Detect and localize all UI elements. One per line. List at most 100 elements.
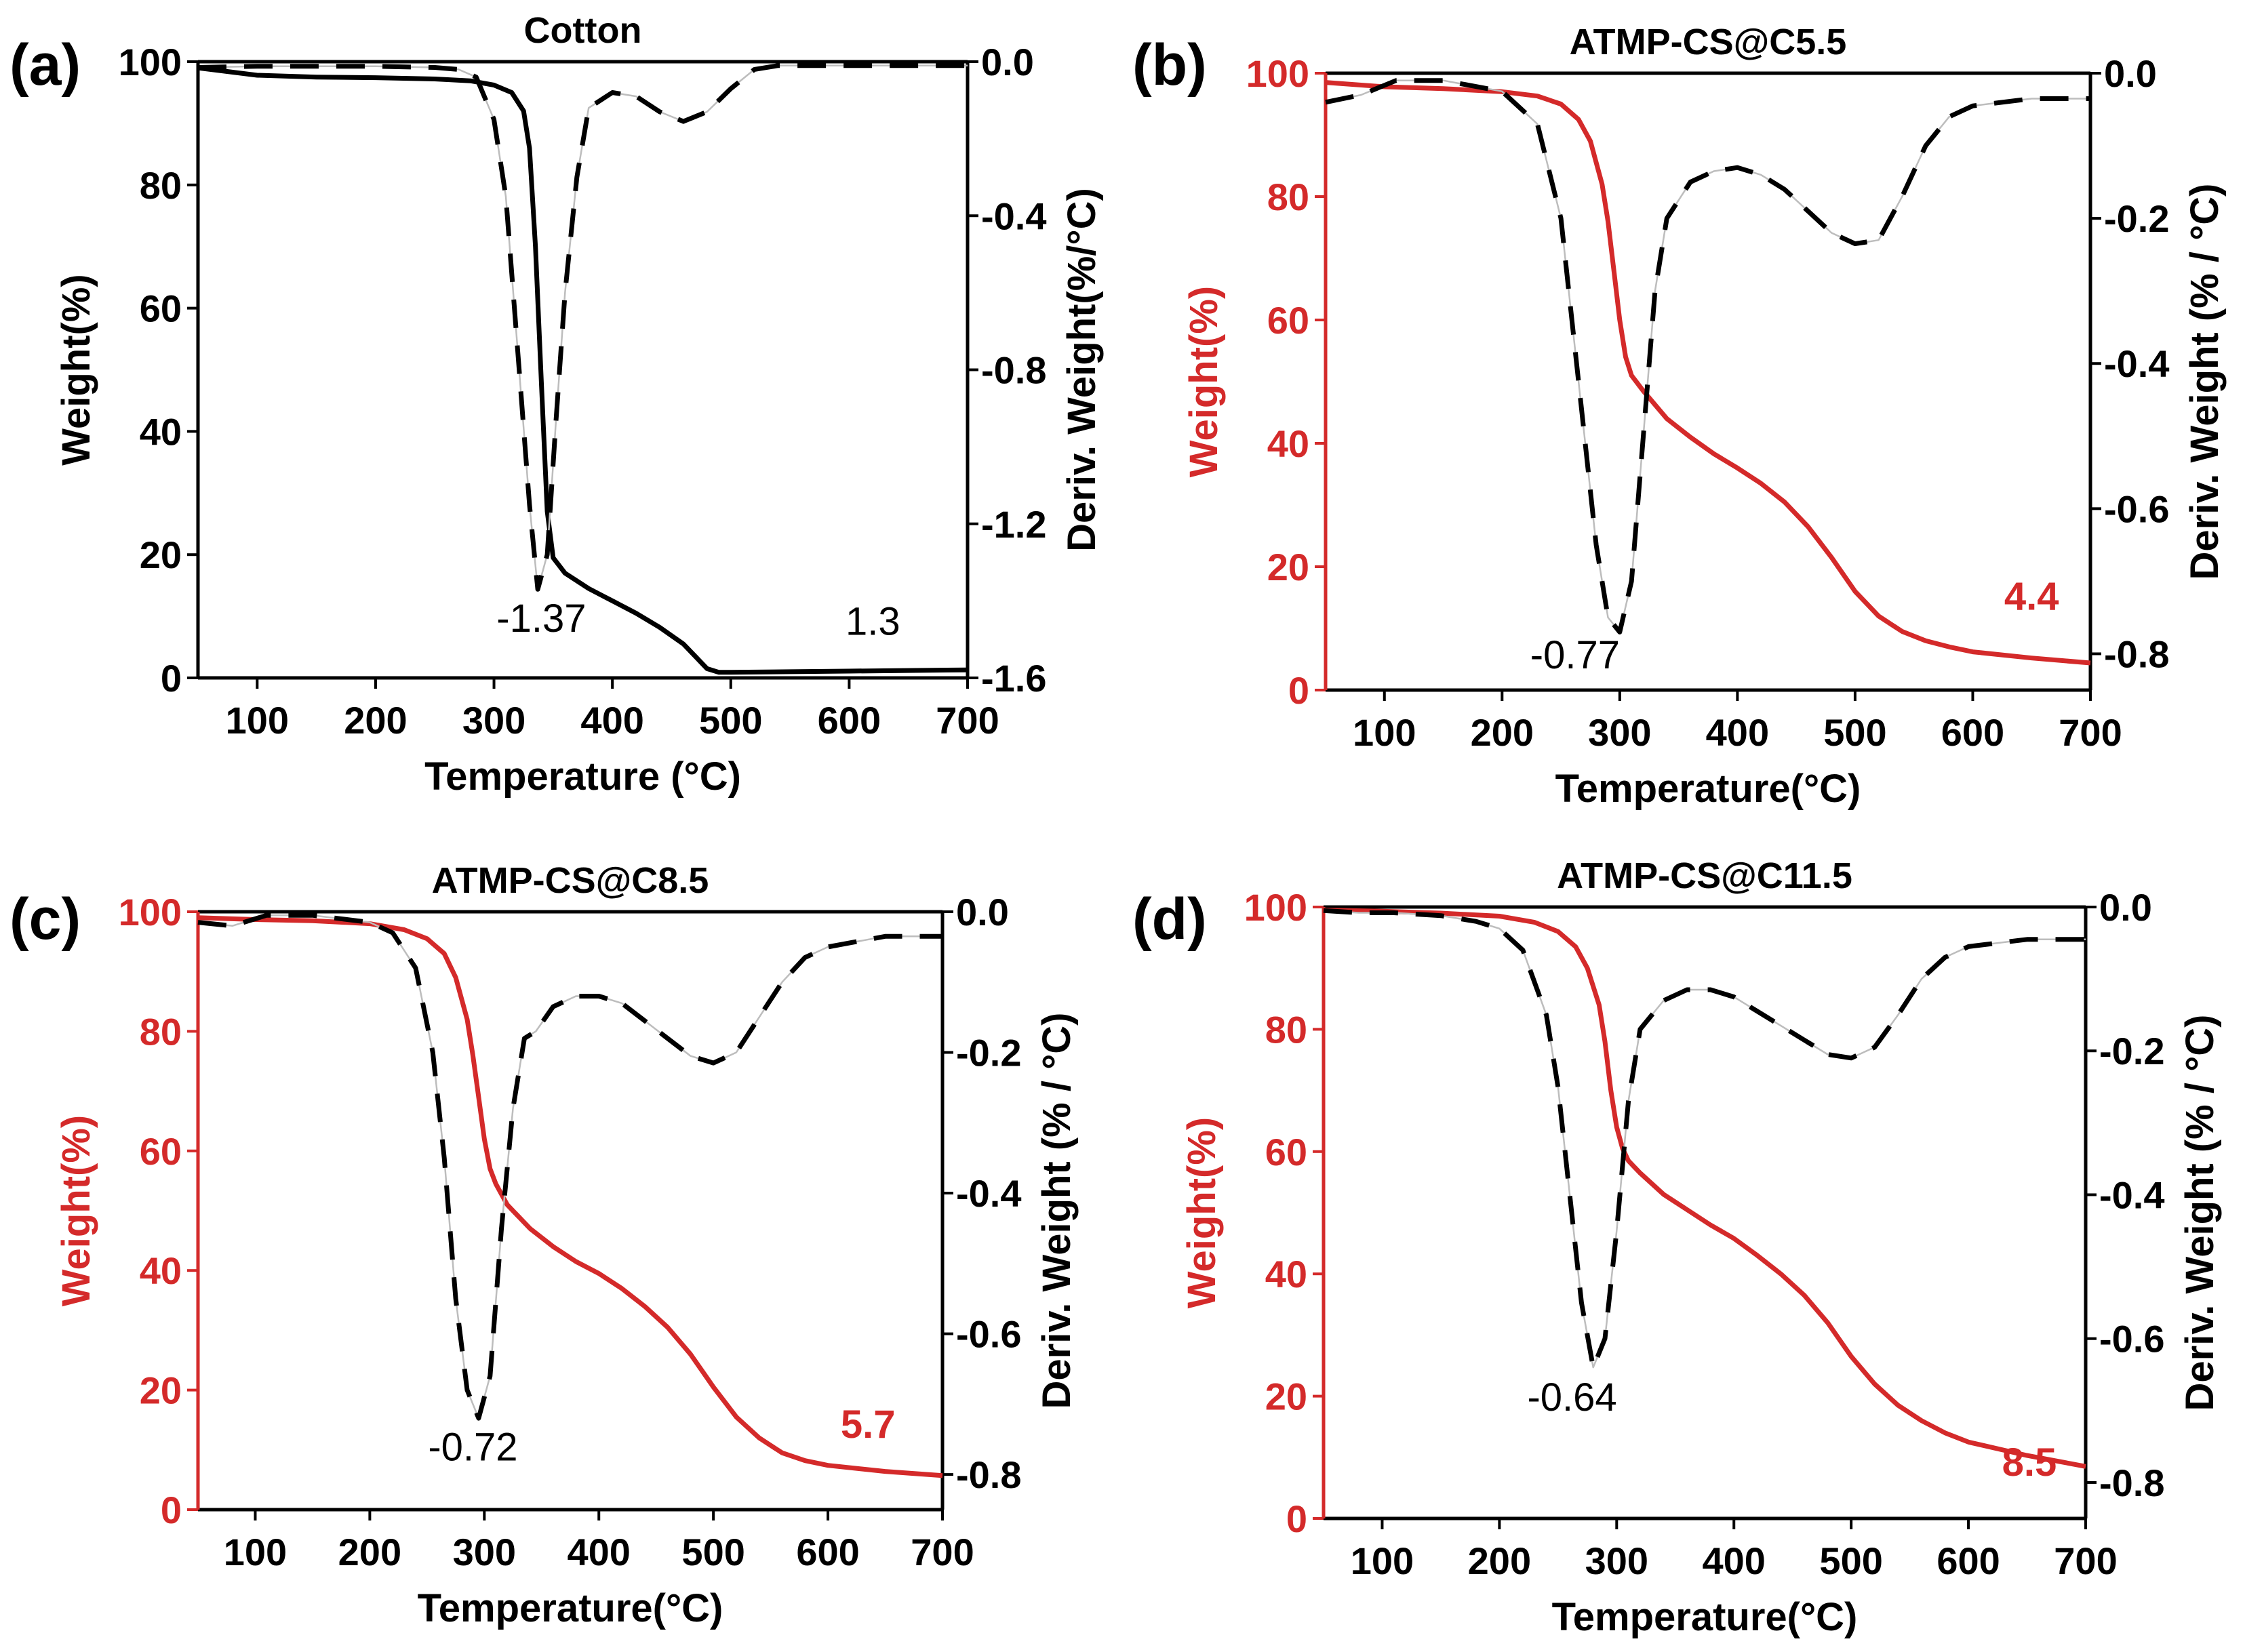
y2-axis-title: Deriv. Weight (% / °C) bbox=[1035, 1013, 1079, 1409]
dtg-guide-line bbox=[1325, 79, 2090, 633]
x-tick-label: 200 bbox=[338, 1531, 401, 1573]
y-tick-label: 60 bbox=[140, 287, 182, 330]
y-tick-label: 20 bbox=[140, 533, 182, 576]
y2-tick-label: -0.4 bbox=[2104, 342, 2170, 385]
y2-tick-label: -0.4 bbox=[981, 195, 1047, 237]
y-tick-label: 100 bbox=[1244, 886, 1307, 929]
x-tick-label: 500 bbox=[681, 1531, 744, 1573]
chart-title: ATMP-CS@C5.5 bbox=[1570, 22, 1847, 62]
y-tick-label: 40 bbox=[140, 1249, 182, 1292]
y-tick-label: 100 bbox=[1246, 52, 1309, 95]
x-tick-label: 700 bbox=[936, 699, 999, 742]
y2-axis-title: Deriv. Weight(%/°C) bbox=[1060, 188, 1104, 552]
x-tick-label: 100 bbox=[224, 1531, 287, 1573]
x-axis-title: Temperature(°C) bbox=[1552, 1595, 1858, 1639]
y-tick-label: 60 bbox=[1267, 299, 1309, 342]
y-axis-title: Weight(%) bbox=[1180, 1117, 1224, 1308]
y-tick-label: 80 bbox=[1267, 176, 1309, 218]
y2-tick-label: -0.2 bbox=[2099, 1030, 2165, 1072]
x-axis-title: Temperature(°C) bbox=[1555, 767, 1861, 811]
x-tick-label: 700 bbox=[911, 1531, 974, 1573]
y-tick-label: 20 bbox=[140, 1369, 182, 1412]
panel-label: (a) bbox=[9, 33, 81, 98]
panel-4: (d) ATMP-CS@C11.5 100 200 300 400 500 600 700 0 20… bbox=[1132, 855, 2222, 1639]
dtg-series-line bbox=[1325, 78, 2090, 634]
y-axis-title: Weight(%) bbox=[54, 274, 98, 465]
data-annotation: 5.7 bbox=[841, 1403, 896, 1447]
x-tick-label: 300 bbox=[1585, 1539, 1648, 1582]
x-tick-label: 300 bbox=[453, 1531, 516, 1573]
x-tick-label: 200 bbox=[1471, 711, 1534, 754]
x-tick-label: 400 bbox=[568, 1531, 631, 1573]
weight-series-line bbox=[197, 65, 968, 675]
data-annotation: -0.72 bbox=[428, 1425, 517, 1469]
y-tick-label: 60 bbox=[140, 1130, 182, 1173]
chart-title: ATMP-CS@C8.5 bbox=[432, 860, 709, 901]
chart-title: Cotton bbox=[524, 10, 642, 51]
panel-2: (b) ATMP-CS@C5.5 100 200 300 400 500 600 700 0 20 4… bbox=[1132, 22, 2227, 811]
x-tick-label: 100 bbox=[1353, 711, 1416, 754]
x-tick-label: 500 bbox=[1823, 711, 1886, 754]
x-tick-label: 100 bbox=[226, 699, 289, 742]
dtg-guide-line bbox=[1323, 910, 2086, 1369]
y2-tick-label: -0.4 bbox=[2099, 1173, 2165, 1216]
y2-tick-label: -0.8 bbox=[981, 349, 1047, 392]
y2-tick-label: -0.8 bbox=[956, 1453, 1022, 1496]
y-tick-label: 20 bbox=[1267, 546, 1309, 588]
data-annotation: -0.64 bbox=[1527, 1375, 1616, 1419]
y-tick-label: 100 bbox=[119, 891, 182, 933]
y-axis-title: Weight(%) bbox=[1182, 286, 1226, 477]
weight-series-line bbox=[1325, 80, 2091, 666]
chart-title: ATMP-CS@C11.5 bbox=[1557, 855, 1852, 896]
y2-tick-label: -0.6 bbox=[956, 1313, 1022, 1356]
data-annotation: 1.3 bbox=[846, 599, 900, 643]
data-annotation: -1.37 bbox=[496, 597, 586, 641]
panel-1: (a) Cotton 100 200 300 400 500 600 700 0 20 40 60 80 1… bbox=[9, 10, 1104, 799]
x-tick-label: 400 bbox=[1703, 1539, 1766, 1582]
y2-tick-label: 0.0 bbox=[956, 891, 1009, 933]
x-axis-title: Temperature(°C) bbox=[418, 1586, 723, 1630]
x-tick-label: 600 bbox=[796, 1531, 859, 1573]
x-axis-title: Temperature (°C) bbox=[424, 754, 741, 799]
y2-axis-title: Deriv. Weight (% / °C) bbox=[2183, 184, 2227, 580]
weight-series-line bbox=[197, 915, 943, 1478]
panel-label: (d) bbox=[1132, 887, 1207, 952]
data-annotation: 8.5 bbox=[2002, 1441, 2057, 1485]
y2-tick-label: -0.6 bbox=[2104, 487, 2170, 530]
y-tick-label: 80 bbox=[140, 164, 182, 207]
dtg-series-line bbox=[197, 63, 968, 592]
y2-tick-label: -1.2 bbox=[981, 503, 1047, 546]
panel-3: (c) ATMP-CS@C8.5 100 200 300 400 500 600 700 0 20 4… bbox=[9, 860, 1079, 1630]
x-tick-label: 400 bbox=[580, 699, 643, 742]
y-tick-label: 100 bbox=[119, 41, 182, 83]
y-tick-label: 60 bbox=[1265, 1131, 1307, 1173]
y2-tick-label: 0.0 bbox=[2099, 886, 2152, 929]
y2-tick-label: -0.2 bbox=[2104, 197, 2170, 240]
x-tick-label: 700 bbox=[2054, 1539, 2117, 1582]
y-axis-title: Weight(%) bbox=[54, 1115, 98, 1306]
y2-tick-label: -1.6 bbox=[981, 657, 1047, 700]
x-tick-label: 100 bbox=[1351, 1539, 1414, 1582]
x-tick-label: 500 bbox=[1819, 1539, 1882, 1582]
y-tick-label: 40 bbox=[1267, 422, 1309, 465]
y2-tick-label: 0.0 bbox=[981, 41, 1034, 83]
x-tick-label: 500 bbox=[699, 699, 762, 742]
x-tick-label: 300 bbox=[1588, 711, 1651, 754]
y-tick-label: 40 bbox=[1265, 1253, 1307, 1295]
weight-series-line bbox=[1323, 908, 2086, 1469]
dtg-series-line bbox=[1323, 908, 2086, 1370]
y-tick-label: 80 bbox=[1265, 1008, 1307, 1051]
x-tick-label: 600 bbox=[818, 699, 881, 742]
y2-tick-label: 0.0 bbox=[2104, 52, 2157, 95]
y-tick-label: 0 bbox=[161, 657, 182, 700]
dtg-series-line bbox=[197, 912, 942, 1421]
y2-axis-title: Deriv. Weight (% / °C) bbox=[2178, 1015, 2222, 1411]
y2-tick-label: -0.8 bbox=[2104, 632, 2170, 675]
y-tick-label: 40 bbox=[140, 410, 182, 453]
data-annotation: -0.77 bbox=[1530, 633, 1620, 677]
y2-tick-label: -0.6 bbox=[2099, 1318, 2165, 1361]
y2-tick-label: -0.2 bbox=[956, 1032, 1022, 1074]
y-tick-label: 0 bbox=[1288, 669, 1309, 712]
x-tick-label: 300 bbox=[462, 699, 525, 742]
